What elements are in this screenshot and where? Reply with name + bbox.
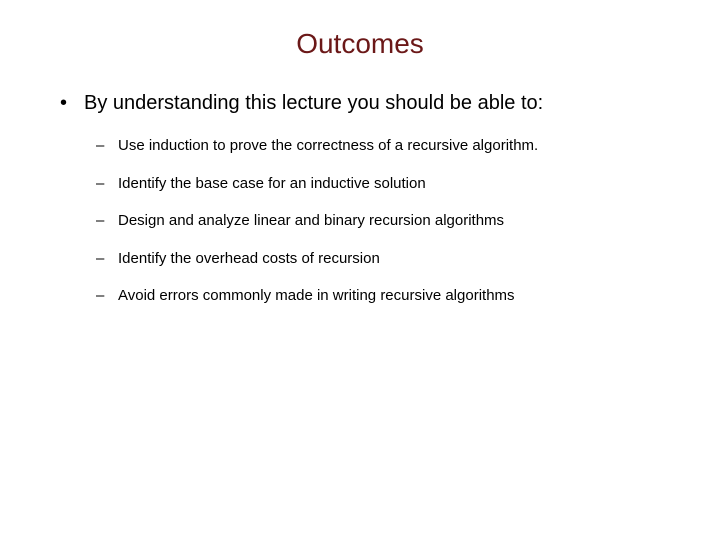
sub-bullet-list: Use induction to prove the correctness o… bbox=[96, 136, 680, 306]
slide-container: Outcomes By understanding this lecture y… bbox=[0, 0, 720, 540]
sub-bullet-item: Avoid errors commonly made in writing re… bbox=[96, 286, 680, 306]
main-bullet-item: By understanding this lecture you should… bbox=[60, 90, 680, 116]
sub-bullet-item: Design and analyze linear and binary rec… bbox=[96, 211, 680, 231]
sub-bullet-item: Identify the overhead costs of recursion bbox=[96, 249, 680, 269]
slide-title: Outcomes bbox=[40, 28, 680, 60]
sub-bullet-item: Identify the base case for an inductive … bbox=[96, 174, 680, 194]
sub-bullet-item: Use induction to prove the correctness o… bbox=[96, 136, 680, 156]
main-bullet-list: By understanding this lecture you should… bbox=[60, 90, 680, 116]
